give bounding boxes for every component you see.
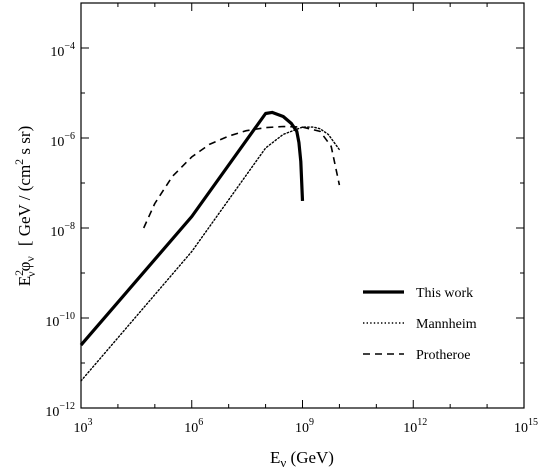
y-tick-label: 10−4 [50,41,75,60]
x-tick-label: 109 [295,417,314,436]
legend-label-this-work: This work [416,286,473,301]
svg-text:E2νφν[ GeV / (cm2 s sr): E2νφν[ GeV / (cm2 s sr) [12,126,38,287]
y-axis-label: E2νφν[ GeV / (cm2 s sr) [12,126,38,287]
series-line-this-work [79,110,305,347]
ticks: 103 106 109 1012 1015 10−12 10−10 10−8 10−6 10−4 [45,2,538,436]
y-tick-label: 10−12 [45,401,75,420]
series-line-protheroe [142,125,341,229]
legend: This work Mannheim Protheroe [363,286,477,363]
x-tick-label: 1012 [403,417,427,436]
x-tick-label: 103 [74,417,93,436]
legend-label-mannheim: Mannheim [416,317,477,332]
y-tick-label: 10−6 [50,131,75,150]
y-tick-label: 10−8 [50,221,75,240]
x-tick-label: 1015 [514,417,538,436]
x-tick-label: 106 [184,417,203,436]
series-lines [79,110,341,382]
legend-label-protheroe: Protheroe [416,348,470,363]
y-tick-label: 10−10 [45,311,75,330]
x-axis-label: Eν (GeV) [270,448,334,470]
